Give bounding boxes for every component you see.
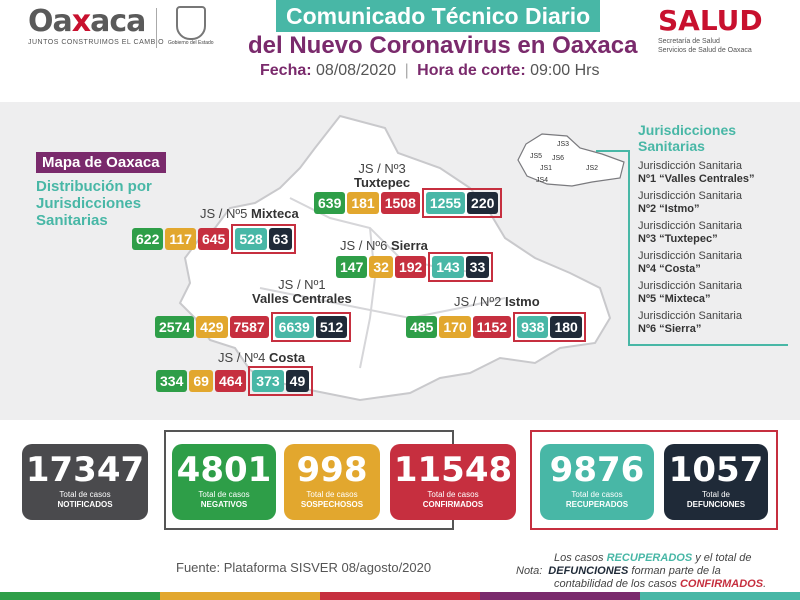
oaxaca-logo: Oaxaca JUNTOS CONSTRUIMOS EL CAMBIO xyxy=(28,4,165,46)
region-label-sierra: JS / Nº6 Sierra xyxy=(340,238,428,253)
date-line: Fecha: 08/08/2020 | Hora de corte: 09:00… xyxy=(260,62,600,79)
recuperados-count: 373 xyxy=(252,370,284,392)
defunciones-count: 49 xyxy=(285,370,310,392)
legend-connector xyxy=(628,150,630,346)
bottom-strip xyxy=(0,592,800,600)
mini-map: JS3 JS5 JS6 JS1 JS4 JS2 xyxy=(517,133,625,187)
divider xyxy=(156,8,157,48)
recuperados-count: 528 xyxy=(235,228,267,250)
negativos-count: 147 xyxy=(336,256,368,278)
seal-icon xyxy=(175,6,206,40)
mini-map-js4: JS4 xyxy=(536,177,548,184)
legend-title: Jurisdicciones xyxy=(638,122,737,138)
region-row-sierra: 147 32 192 143 33 xyxy=(336,252,494,282)
recuperados-count: 143 xyxy=(432,256,464,278)
map-subtitle: Distribución por Jurisdicciones Sanitari… xyxy=(36,178,152,229)
sospechosos-count: 69 xyxy=(189,370,213,392)
total-negativos-card: 4801 Total de casos NEGATIVOS xyxy=(172,444,276,520)
salud-logo: SALUD Secretaría de Salud Servicios de S… xyxy=(658,4,763,54)
negativos-count: 622 xyxy=(132,228,164,250)
negativos-count: 2574 xyxy=(155,316,195,338)
page-subtitle: del Nuevo Coronavirus en Oaxaca xyxy=(248,32,638,59)
recuperados-count: 1255 xyxy=(425,192,466,214)
confirmados-count: 645 xyxy=(197,228,230,250)
sospechosos-count: 170 xyxy=(439,316,471,338)
legend-item: Jurisdicción Sanitaria Nº1 “Valles Centra… xyxy=(638,160,755,185)
defunciones-count: 180 xyxy=(550,316,582,338)
legend-item: Jurisdicción Sanitaria Nº2 “Istmo” xyxy=(638,190,742,215)
region-label-costa: JS / Nº4 Costa xyxy=(218,350,306,365)
defunciones-count: 220 xyxy=(467,192,499,214)
region-label-tuxtepec: JS / Nº3 Tuxtepec xyxy=(354,161,411,190)
region-label-mixteca: JS / Nº5 Mixteca xyxy=(200,206,299,221)
region-row-tuxtepec: 639 181 1508 1255 220 xyxy=(314,188,503,218)
recovered-deaths-group: 528 63 xyxy=(231,224,297,254)
recovered-deaths-group: 143 33 xyxy=(428,252,494,282)
recuperados-count: 938 xyxy=(517,316,549,338)
region-label-istmo: JS / Nº2 Istmo xyxy=(454,294,540,309)
negativos-count: 334 xyxy=(156,370,188,392)
footer-note: Los casos RECUPERADOS y el total de Nota… xyxy=(516,552,767,590)
mini-map-js1: JS1 xyxy=(540,165,552,172)
logo-tagline: JUNTOS CONSTRUIMOS EL CAMBIO xyxy=(28,39,165,46)
confirmados-count: 192 xyxy=(394,256,427,278)
confirmados-count: 464 xyxy=(214,370,247,392)
state-seal: Gobierno del Estado xyxy=(168,6,214,46)
recovered-deaths-group: 938 180 xyxy=(513,312,586,342)
page-title: Comunicado Técnico Diario xyxy=(276,0,601,32)
recovered-deaths-group: 6639 512 xyxy=(270,312,352,342)
total-sospechosos-card: 998 Total de casos SOSPECHOSOS xyxy=(284,444,380,520)
legend-connector-tick xyxy=(596,150,630,152)
region-row-mixteca: 622 117 645 528 63 xyxy=(132,224,297,254)
recovered-deaths-group: 1255 220 xyxy=(421,188,503,218)
sospechosos-count: 117 xyxy=(165,228,196,250)
legend-item: Jurisdicción Sanitaria Nº5 “Mixteca” xyxy=(638,280,742,305)
region-label-valles-centrales: JS / Nº1 Valles Centrales xyxy=(252,277,352,306)
mini-map-js2: JS2 xyxy=(586,165,598,172)
defunciones-count: 33 xyxy=(465,256,490,278)
sospechosos-count: 32 xyxy=(369,256,393,278)
confirmados-count: 7587 xyxy=(229,316,269,338)
confirmados-count: 1508 xyxy=(380,192,420,214)
mini-map-js5: JS5 xyxy=(530,153,542,160)
total-confirmados-card: 11548 Total de casos CONFIRMADOS xyxy=(390,444,516,520)
legend-connector-bottom xyxy=(628,344,788,346)
legend-item: Jurisdicción Sanitaria Nº6 “Sierra” xyxy=(638,310,742,335)
negativos-count: 639 xyxy=(314,192,346,214)
region-row-istmo: 485 170 1152 938 180 xyxy=(406,312,586,342)
region-row-valles-centrales: 2574 429 7587 6639 512 xyxy=(155,312,352,342)
confirmados-count: 1152 xyxy=(472,316,512,338)
defunciones-count: 512 xyxy=(315,316,348,338)
jurisdictions-legend: Jurisdicciones Sanitarias Jurisdicción S… xyxy=(638,122,755,335)
sospechosos-count: 181 xyxy=(347,192,379,214)
sospechosos-count: 429 xyxy=(196,316,228,338)
map-title: Mapa de Oaxaca xyxy=(36,152,166,173)
source-note: Fuente: Plataforma SISVER 08/agosto/2020 xyxy=(176,560,432,575)
legend-item: Jurisdicción Sanitaria Nº3 “Tuxtepec” xyxy=(638,220,742,245)
negativos-count: 485 xyxy=(406,316,438,338)
defunciones-count: 63 xyxy=(268,228,293,250)
region-row-costa: 334 69 464 373 49 xyxy=(156,366,314,396)
legend-item: Jurisdicción Sanitaria Nº4 “Costa” xyxy=(638,250,742,275)
total-recuperados-card: 9876 Total de casos RECUPERADOS xyxy=(540,444,654,520)
total-notificados-card: 17347 Total de casos NOTIFICADOS xyxy=(22,444,148,520)
recuperados-count: 6639 xyxy=(274,316,314,338)
mini-map-js6: JS6 xyxy=(552,155,564,162)
recovered-deaths-group: 373 49 xyxy=(248,366,314,396)
mini-map-js3: JS3 xyxy=(557,141,569,148)
total-defunciones-card: 1057 Total de DEFUNCIONES xyxy=(664,444,768,520)
recovered-group-frame xyxy=(530,430,778,530)
